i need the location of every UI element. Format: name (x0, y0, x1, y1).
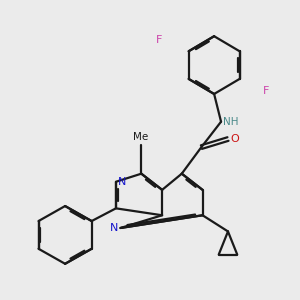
Text: N: N (110, 223, 119, 233)
Text: N: N (118, 177, 126, 187)
Text: F: F (263, 85, 270, 95)
Text: Me: Me (133, 133, 148, 142)
Text: O: O (230, 134, 239, 144)
Text: NH: NH (224, 117, 239, 127)
Text: F: F (156, 35, 163, 45)
